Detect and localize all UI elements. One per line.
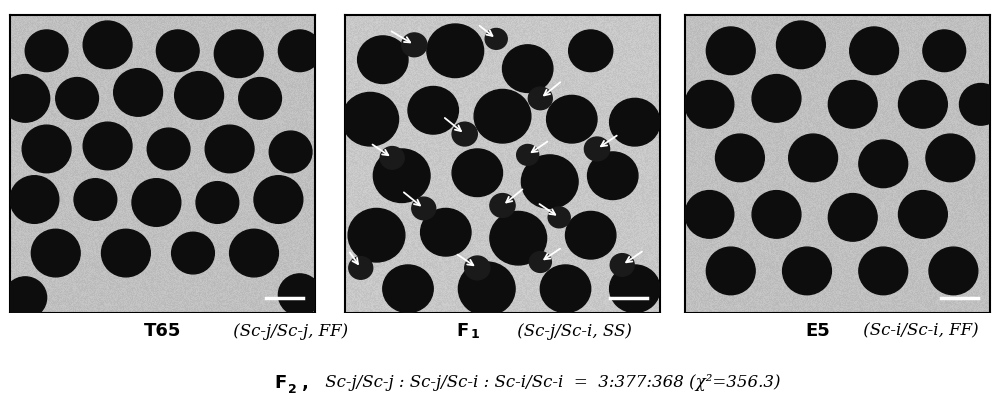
Circle shape bbox=[342, 93, 399, 147]
Circle shape bbox=[588, 152, 638, 200]
Circle shape bbox=[214, 31, 263, 78]
Circle shape bbox=[490, 194, 515, 218]
Circle shape bbox=[239, 78, 281, 120]
Circle shape bbox=[458, 262, 515, 316]
Circle shape bbox=[74, 179, 117, 221]
Circle shape bbox=[859, 247, 908, 295]
Circle shape bbox=[147, 129, 190, 170]
Circle shape bbox=[610, 99, 660, 147]
Circle shape bbox=[452, 123, 477, 147]
Circle shape bbox=[706, 247, 755, 295]
Circle shape bbox=[196, 182, 239, 224]
Text: E5: E5 bbox=[805, 322, 830, 339]
Circle shape bbox=[502, 46, 553, 93]
Circle shape bbox=[102, 230, 150, 277]
Circle shape bbox=[610, 254, 634, 277]
Circle shape bbox=[132, 179, 181, 227]
Circle shape bbox=[706, 28, 755, 75]
Circle shape bbox=[278, 31, 321, 73]
Text: (Sc-j/Sc-j, FF): (Sc-j/Sc-j, FF) bbox=[228, 322, 348, 339]
Circle shape bbox=[685, 81, 734, 129]
Circle shape bbox=[828, 194, 877, 241]
Circle shape bbox=[56, 78, 98, 120]
Circle shape bbox=[752, 191, 801, 239]
Circle shape bbox=[898, 191, 947, 239]
Circle shape bbox=[548, 207, 570, 228]
Circle shape bbox=[421, 209, 471, 256]
Circle shape bbox=[898, 81, 947, 129]
Circle shape bbox=[528, 88, 552, 110]
Circle shape bbox=[402, 34, 427, 58]
Circle shape bbox=[175, 73, 224, 120]
Circle shape bbox=[485, 29, 507, 50]
Circle shape bbox=[521, 156, 578, 209]
Circle shape bbox=[156, 31, 199, 73]
Circle shape bbox=[789, 135, 838, 182]
Circle shape bbox=[828, 81, 877, 129]
Text: 1: 1 bbox=[470, 328, 479, 340]
Text: (Sc-i/Sc-i, FF): (Sc-i/Sc-i, FF) bbox=[858, 322, 978, 339]
Circle shape bbox=[114, 69, 162, 117]
Circle shape bbox=[776, 22, 825, 69]
Circle shape bbox=[1, 75, 50, 123]
Circle shape bbox=[610, 265, 660, 313]
Circle shape bbox=[380, 147, 404, 170]
Circle shape bbox=[929, 247, 978, 295]
Circle shape bbox=[859, 141, 908, 188]
Circle shape bbox=[783, 247, 831, 295]
Circle shape bbox=[408, 87, 458, 135]
Circle shape bbox=[412, 198, 436, 220]
Circle shape bbox=[349, 257, 373, 279]
Circle shape bbox=[490, 212, 547, 265]
Circle shape bbox=[547, 96, 597, 144]
Circle shape bbox=[230, 230, 278, 277]
Circle shape bbox=[752, 75, 801, 123]
Circle shape bbox=[172, 233, 214, 274]
Circle shape bbox=[850, 28, 898, 75]
Circle shape bbox=[25, 31, 68, 73]
Text: F: F bbox=[274, 373, 286, 391]
Circle shape bbox=[517, 145, 539, 166]
Circle shape bbox=[358, 37, 408, 84]
Circle shape bbox=[348, 209, 405, 262]
Circle shape bbox=[383, 265, 433, 313]
Text: Sc-j/Sc-j : Sc-j/Sc-i : Sc-i/Sc-i  =  3:377:368 (χ²=356.3): Sc-j/Sc-j : Sc-j/Sc-i : Sc-i/Sc-i = 3:37… bbox=[320, 373, 780, 390]
Circle shape bbox=[923, 31, 966, 73]
Text: T65: T65 bbox=[144, 322, 181, 339]
Circle shape bbox=[584, 138, 610, 162]
Circle shape bbox=[254, 176, 303, 224]
Text: 2: 2 bbox=[288, 382, 296, 395]
Circle shape bbox=[83, 123, 132, 170]
Circle shape bbox=[22, 126, 71, 173]
Circle shape bbox=[465, 256, 490, 280]
Circle shape bbox=[427, 25, 484, 78]
Circle shape bbox=[83, 22, 132, 69]
Circle shape bbox=[205, 126, 254, 173]
Circle shape bbox=[373, 150, 430, 203]
Text: F: F bbox=[456, 322, 469, 339]
Circle shape bbox=[685, 191, 734, 239]
Circle shape bbox=[474, 90, 531, 144]
Circle shape bbox=[10, 176, 59, 224]
Circle shape bbox=[540, 265, 591, 313]
Circle shape bbox=[529, 252, 551, 273]
Circle shape bbox=[716, 135, 764, 182]
Circle shape bbox=[569, 31, 613, 73]
Circle shape bbox=[452, 150, 503, 197]
Circle shape bbox=[565, 212, 616, 259]
Circle shape bbox=[959, 84, 1000, 126]
Text: (Sc-j/Sc-i, SS): (Sc-j/Sc-i, SS) bbox=[512, 322, 632, 339]
Circle shape bbox=[926, 135, 975, 182]
Circle shape bbox=[4, 277, 47, 319]
Text: ,: , bbox=[302, 373, 308, 391]
Circle shape bbox=[31, 230, 80, 277]
Circle shape bbox=[278, 274, 321, 316]
Circle shape bbox=[269, 132, 312, 173]
